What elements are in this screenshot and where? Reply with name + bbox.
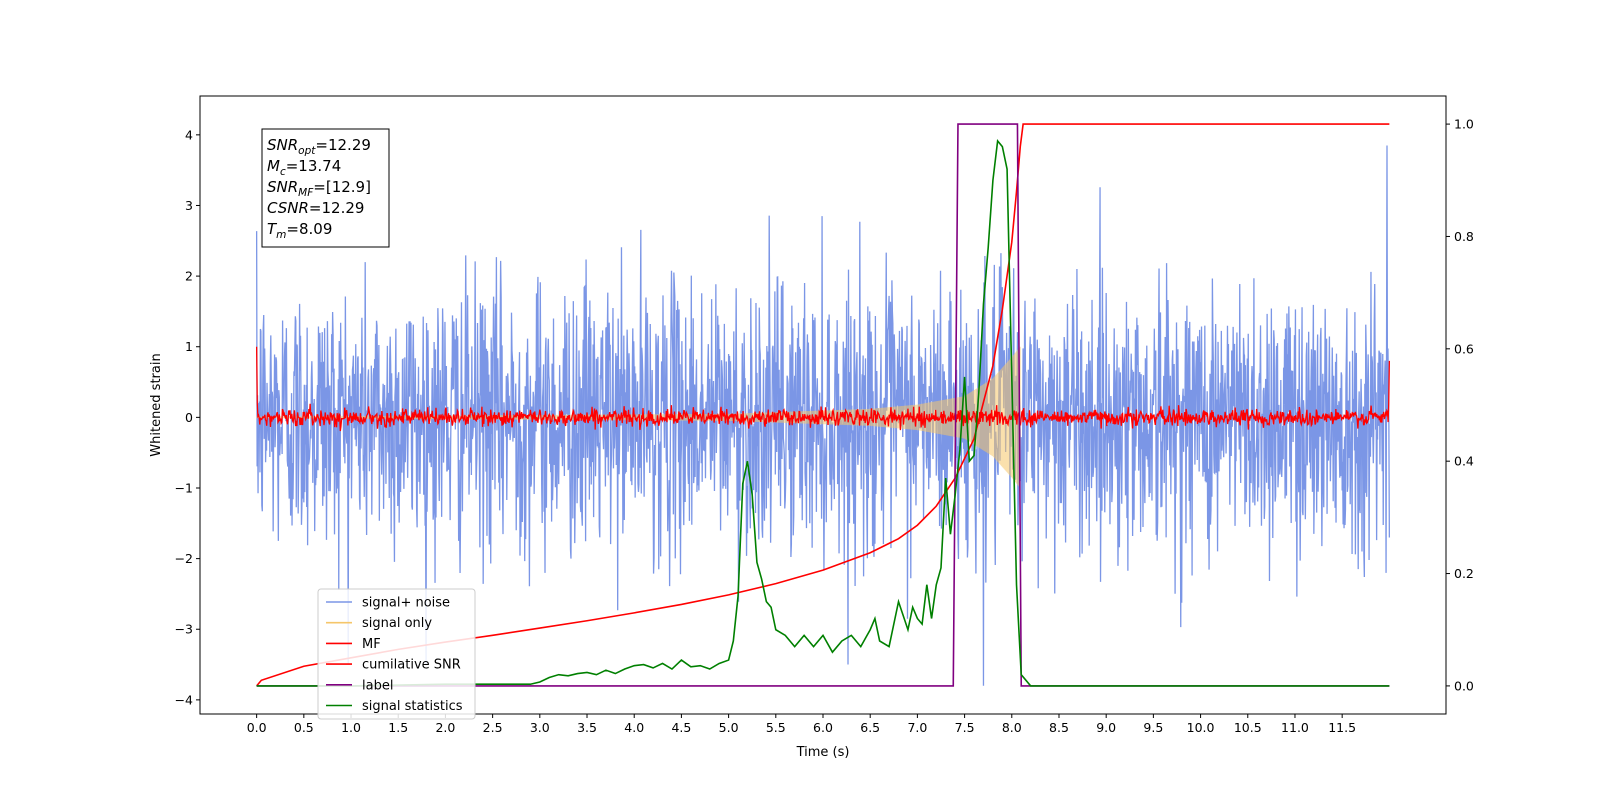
x-tick-label: 1.5 bbox=[388, 720, 408, 735]
x-tick-label: 6.0 bbox=[813, 720, 833, 735]
y-axis-left: 4 3 2 1 0 −1 −2 −3 −4 bbox=[175, 127, 200, 707]
x-tick-label: 3.5 bbox=[577, 720, 597, 735]
series-signal-noise-line bbox=[255, 145, 1391, 686]
stat-line: Mc=13.74 bbox=[267, 157, 341, 178]
series-signal-statistics-line bbox=[256, 139, 1390, 687]
x-tick-label: 0.0 bbox=[247, 720, 267, 735]
y-axis-right: 1.0 0.8 0.6 0.4 0.2 0.0 bbox=[1446, 117, 1474, 693]
y-tick-label: 0 bbox=[185, 410, 193, 425]
legend-entry: label bbox=[362, 678, 393, 693]
stat-symbol: SNR bbox=[267, 178, 298, 196]
y-tick-label: 4 bbox=[185, 127, 193, 142]
stat-line: SNRopt=12.29 bbox=[267, 136, 371, 157]
y2-tick-label: 0.0 bbox=[1454, 678, 1474, 693]
y-tick-label: −2 bbox=[175, 551, 193, 566]
y-tick-label: −3 bbox=[175, 622, 193, 637]
stat-symbol: M bbox=[267, 157, 280, 175]
stat-symbol: CSNR bbox=[267, 199, 309, 217]
y-tick-label: 3 bbox=[185, 198, 193, 213]
stat-subscript: m bbox=[276, 229, 286, 241]
legend-entry: signal+ noise bbox=[362, 596, 450, 611]
stat-subscript: c bbox=[280, 166, 286, 178]
x-tick-label: 10.0 bbox=[1187, 720, 1215, 735]
x-tick-label: 4.0 bbox=[624, 720, 644, 735]
stat-symbol: SNR bbox=[267, 136, 298, 154]
x-tick-label: 2.5 bbox=[483, 720, 503, 735]
y2-tick-label: 0.2 bbox=[1454, 566, 1474, 581]
x-tick-label: 11.5 bbox=[1328, 720, 1356, 735]
x-tick-label: 8.5 bbox=[1049, 720, 1069, 735]
legend: signal+ noise signal only MF cumilative SNR… bbox=[317, 588, 476, 720]
y-tick-label: −4 bbox=[175, 692, 193, 707]
y2-tick-label: 0.6 bbox=[1454, 341, 1474, 356]
stat-symbol: T bbox=[267, 220, 278, 238]
x-tick-label: 7.0 bbox=[907, 720, 927, 735]
x-tick-label: 9.0 bbox=[1096, 720, 1116, 735]
y-tick-label: −1 bbox=[175, 480, 193, 495]
x-tick-label: 4.5 bbox=[671, 720, 691, 735]
y-tick-label: 2 bbox=[185, 269, 193, 284]
stat-value: =12.29 bbox=[309, 199, 365, 217]
y-tick-label: 1 bbox=[185, 339, 193, 354]
x-tick-label: 8.0 bbox=[1002, 720, 1022, 735]
x-tick-label: 10.5 bbox=[1234, 720, 1262, 735]
x-tick-label: 6.5 bbox=[860, 720, 880, 735]
stat-value: =12.29 bbox=[315, 136, 371, 154]
y-axis-label: Whitened strain bbox=[149, 353, 164, 456]
x-tick-label: 5.5 bbox=[766, 720, 786, 735]
series-signal-only-line bbox=[256, 346, 1021, 488]
legend-entry: signal only bbox=[362, 616, 432, 631]
x-tick-label: 0.5 bbox=[294, 720, 314, 735]
legend-entry: cumilative SNR bbox=[362, 658, 461, 673]
stat-line: CSNR=12.29 bbox=[267, 199, 364, 217]
x-tick-label: 2.0 bbox=[435, 720, 455, 735]
stat-subscript: opt bbox=[298, 145, 316, 157]
x-tick-label: 5.0 bbox=[719, 720, 739, 735]
legend-frame bbox=[317, 588, 476, 720]
x-axis-label: Time (s) bbox=[796, 745, 850, 760]
stats-box-frame bbox=[261, 128, 390, 248]
stat-line: SNRMF=[12.9] bbox=[267, 178, 371, 199]
x-tick-label: 7.5 bbox=[955, 720, 975, 735]
x-tick-label: 11.0 bbox=[1281, 720, 1309, 735]
y2-tick-label: 1.0 bbox=[1454, 117, 1474, 132]
stats-box: SNRopt=12.29Mc=13.74SNRMF=[12.9]CSNR=12.… bbox=[261, 128, 390, 248]
x-axis: 0.0 0.5 1.0 1.5 2.0 2.5 3.0 3.5 4.0 4.5 5.0 5.5 6.0 6… bbox=[247, 714, 1356, 735]
x-tick-label: 9.5 bbox=[1143, 720, 1163, 735]
y2-tick-label: 0.4 bbox=[1454, 454, 1474, 469]
stat-subscript: MF bbox=[298, 187, 314, 199]
stat-value: =13.74 bbox=[286, 157, 342, 175]
series-mf-line bbox=[255, 346, 1391, 432]
x-tick-label: 1.0 bbox=[341, 720, 361, 735]
stat-value: =8.09 bbox=[286, 220, 332, 238]
stat-value: =[12.9] bbox=[313, 178, 371, 196]
y2-tick-label: 0.8 bbox=[1454, 229, 1474, 244]
legend-entry: MF bbox=[362, 637, 381, 652]
stat-line: Tm=8.09 bbox=[267, 220, 332, 241]
x-tick-label: 3.0 bbox=[530, 720, 550, 735]
legend-entry: signal statistics bbox=[362, 699, 463, 714]
